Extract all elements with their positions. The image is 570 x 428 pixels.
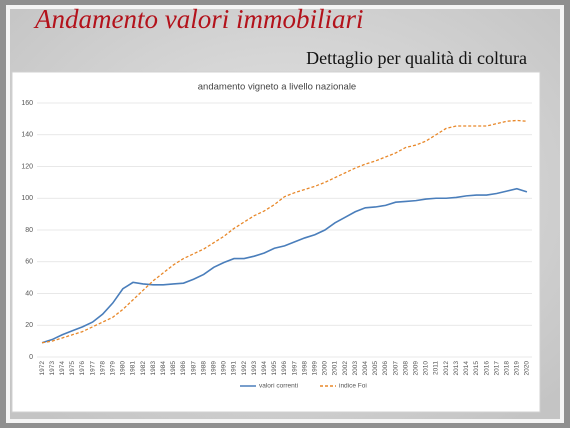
x-tick-label: 1984: [160, 361, 167, 376]
slide-title: Andamento valori immobiliari: [33, 4, 363, 34]
x-tick-label: 2000: [322, 361, 329, 376]
x-tick-label: 1988: [200, 361, 207, 376]
y-tick-label: 60: [25, 259, 33, 266]
x-tick-label: 2007: [392, 361, 399, 376]
y-tick-label: 40: [25, 290, 33, 297]
y-tick-label: 20: [25, 322, 33, 329]
x-tick-label: 1982: [140, 361, 147, 376]
y-tick-label: 0: [29, 354, 33, 361]
x-tick-label: 1990: [221, 361, 228, 376]
chart-title: andamento vigneto a livello nazionale: [198, 82, 356, 93]
legend-label: valori correnti: [259, 383, 298, 390]
x-tick-label: 2008: [402, 361, 409, 376]
x-tick-label: 2014: [463, 361, 470, 376]
x-tick-label: 1987: [190, 361, 197, 376]
x-tick-label: 2004: [362, 361, 369, 376]
y-tick-label: 140: [21, 132, 33, 139]
x-tick-label: 1983: [150, 361, 157, 376]
series-line: [41, 119, 527, 344]
x-tick-label: 2003: [352, 361, 359, 376]
x-tick-label: 2010: [423, 361, 430, 376]
x-tick-label: 1973: [49, 361, 56, 376]
x-tick-label: 1979: [109, 361, 116, 376]
x-tick-label: 1995: [271, 361, 278, 376]
x-tick-label: 1976: [79, 361, 86, 376]
x-tick-label: 2020: [524, 361, 531, 376]
x-tick-label: 1977: [89, 361, 96, 376]
slide-subtitle: Dettaglio per qualità di coltura: [306, 48, 527, 68]
x-tick-label: 2018: [503, 361, 510, 376]
x-tick-label: 2016: [483, 361, 490, 376]
y-tick-label: 120: [21, 163, 33, 170]
x-tick-label: 1985: [170, 361, 177, 376]
x-tick-label: 2005: [372, 361, 379, 376]
x-tick-label: 1993: [251, 361, 258, 376]
chart: andamento vigneto a livello nazionale 0 2…: [21, 82, 532, 390]
x-tick-label: 2019: [514, 361, 521, 376]
x-tick-label: 2011: [433, 361, 440, 375]
x-tick-label: 1972: [39, 361, 46, 376]
x-tick-label: 1997: [291, 361, 298, 376]
x-tick-label: 1991: [231, 361, 238, 376]
series-line: [41, 187, 528, 344]
chart-area: [11, 71, 541, 413]
x-tick-label: 1994: [261, 361, 268, 376]
x-tick-label: 2013: [453, 361, 460, 376]
y-tick-label: 80: [25, 227, 33, 234]
x-tick-label: 2002: [342, 361, 349, 376]
x-tick-label: 1986: [180, 361, 187, 376]
x-tick-label: 2006: [382, 361, 389, 376]
x-tick-label: 2017: [493, 361, 500, 376]
x-tick-label: 1974: [59, 361, 66, 376]
x-tick-label: 2015: [473, 361, 480, 376]
x-tick-label: 1980: [120, 361, 127, 376]
x-tick-label: 1978: [99, 361, 106, 376]
x-tick-label: 2009: [413, 361, 420, 376]
x-tick-label: 1975: [69, 361, 76, 376]
x-tick-label: 1981: [130, 361, 137, 376]
x-tick-label: 2001: [332, 361, 339, 376]
legend-label: indice Foi: [339, 383, 367, 390]
x-tick-label: 1989: [211, 361, 218, 376]
y-tick-label: 100: [21, 195, 33, 202]
x-tick-label: 1999: [312, 361, 319, 376]
x-tick-label: 1998: [301, 361, 308, 376]
y-tick-label: 160: [21, 100, 33, 107]
x-tick-label: 1992: [241, 361, 248, 376]
x-tick-label: 1996: [281, 361, 288, 376]
x-tick-label: 2012: [443, 361, 450, 376]
